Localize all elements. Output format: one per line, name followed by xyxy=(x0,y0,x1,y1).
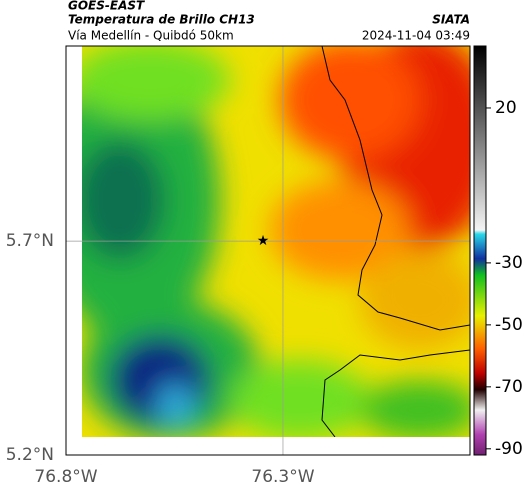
colorbar-tick-label: -70 xyxy=(495,377,523,397)
title: Temperatura de Brillo CH13 xyxy=(68,13,255,27)
border xyxy=(321,349,470,437)
x-tick-label: 76.3°W xyxy=(251,467,314,487)
location-star: ★ xyxy=(257,233,270,249)
y-tick-label: 5.2°N xyxy=(6,445,54,465)
colorbar-tick-label: -50 xyxy=(495,315,523,335)
border xyxy=(321,46,470,331)
map-frame xyxy=(65,45,471,456)
product: GOES-EAST xyxy=(68,0,145,13)
datetime: 2024-11-04 03:49 xyxy=(362,29,470,43)
colorbar xyxy=(473,45,487,456)
y-tick-label: 5.7°N xyxy=(6,231,54,251)
route: Vía Medellín - Quibdó 50km xyxy=(68,29,234,43)
satellite-image xyxy=(82,46,470,437)
colorbar-tick-label: -90 xyxy=(495,439,523,459)
colorbar-tick-label: -30 xyxy=(495,253,523,273)
agency: SIATA xyxy=(432,13,470,27)
x-tick-label: 76.8°W xyxy=(34,467,97,487)
colorbar-tick-label: 20 xyxy=(495,98,517,118)
